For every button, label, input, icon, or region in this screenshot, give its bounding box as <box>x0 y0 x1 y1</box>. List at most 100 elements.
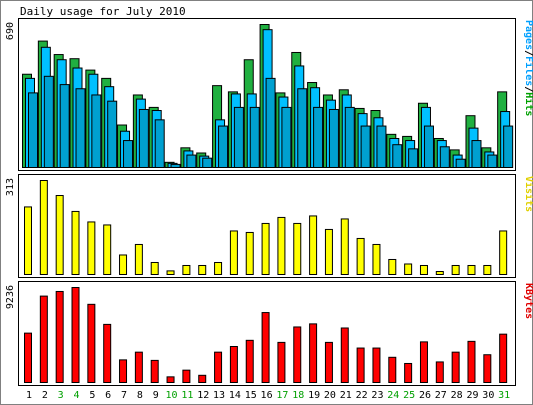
bar-traffic-pages-day-22 <box>360 125 371 169</box>
bar-visits-visits-day-18 <box>293 222 302 276</box>
y-max-label-visits: 313 <box>5 178 16 196</box>
x-tick-label-day-16: 16 <box>261 390 273 401</box>
bar-visits-visits-day-12 <box>198 264 207 276</box>
series-label-part-traffic-3: / <box>523 86 533 92</box>
bar-traffic-pages-day-2 <box>43 75 54 168</box>
bar-kbytes-kbytes-day-25 <box>404 362 413 383</box>
x-tick-label-day-13: 13 <box>213 390 225 401</box>
bar-kbytes-kbytes-day-5 <box>87 303 96 384</box>
x-tick-label-day-23: 23 <box>371 390 383 401</box>
bar-kbytes-kbytes-day-7 <box>119 359 128 383</box>
bar-visits-visits-day-31 <box>499 230 508 275</box>
x-tick-label-day-26: 26 <box>419 390 431 401</box>
bar-traffic-pages-day-6 <box>107 100 118 168</box>
bar-traffic-pages-day-31 <box>503 125 514 169</box>
bar-traffic-pages-day-21 <box>344 106 355 168</box>
bar-traffic-pages-day-29 <box>471 140 482 168</box>
bar-visits-visits-day-23 <box>372 243 381 275</box>
panel-traffic: 690 Pages/Files/Hits <box>5 18 533 171</box>
bar-traffic-pages-day-15 <box>249 106 260 168</box>
bar-visits-visits-day-21 <box>340 218 349 275</box>
x-tick-label-day-30: 30 <box>482 390 494 401</box>
x-tick-label-day-2: 2 <box>42 390 48 401</box>
bar-visits-visits-day-6 <box>103 224 112 275</box>
bar-visits-visits-day-10 <box>166 270 175 276</box>
bar-traffic-pages-day-18 <box>297 88 308 168</box>
bar-visits-visits-day-15 <box>245 231 254 276</box>
series-label-part-traffic-2: Files <box>523 56 533 86</box>
bar-traffic-pages-day-8 <box>138 108 149 168</box>
bar-kbytes-kbytes-day-12 <box>198 374 207 384</box>
x-tick-label-day-12: 12 <box>197 390 209 401</box>
x-tick-label-day-18: 18 <box>292 390 304 401</box>
x-tick-label-day-14: 14 <box>229 390 241 401</box>
x-tick-label-day-6: 6 <box>105 390 111 401</box>
bar-visits-visits-day-8 <box>134 243 143 275</box>
bar-visits-visits-day-19 <box>309 215 318 275</box>
bar-kbytes-kbytes-day-22 <box>356 347 365 384</box>
bar-kbytes-kbytes-day-21 <box>340 327 349 383</box>
series-label-part-kbytes-0: KBytes <box>523 283 533 319</box>
bar-kbytes-kbytes-day-4 <box>71 287 80 383</box>
bar-traffic-pages-day-4 <box>75 88 86 168</box>
bar-visits-visits-day-26 <box>419 264 428 276</box>
series-label-kbytes: KBytes <box>523 283 533 319</box>
bar-kbytes-kbytes-day-27 <box>435 361 444 383</box>
bar-visits-visits-day-16 <box>261 222 270 276</box>
series-label-traffic: Pages/Files/Hits <box>523 20 533 116</box>
bar-visits-visits-day-24 <box>388 258 397 276</box>
bar-traffic-pages-day-23 <box>376 125 387 169</box>
x-tick-label-day-5: 5 <box>89 390 95 401</box>
x-tick-label-day-22: 22 <box>356 390 368 401</box>
bar-traffic-pages-day-16 <box>265 77 276 168</box>
bar-kbytes-kbytes-day-18 <box>293 326 302 384</box>
bar-visits-visits-day-14 <box>229 230 238 275</box>
series-label-part-traffic-0: Pages <box>523 20 533 50</box>
bar-visits-visits-day-1 <box>24 206 32 275</box>
bar-kbytes-kbytes-day-13 <box>214 351 223 383</box>
bar-kbytes-kbytes-day-23 <box>372 347 381 384</box>
bar-traffic-pages-day-14 <box>233 106 244 168</box>
bar-kbytes-kbytes-day-20 <box>324 341 333 383</box>
series-label-part-traffic-4: Hits <box>523 92 533 116</box>
bar-traffic-pages-day-19 <box>313 106 324 168</box>
bar-visits-visits-day-30 <box>483 264 492 276</box>
bar-visits-visits-day-25 <box>404 263 413 276</box>
x-tick-label-day-8: 8 <box>137 390 143 401</box>
x-tick-label-day-29: 29 <box>466 390 478 401</box>
bar-traffic-pages-day-25 <box>408 148 419 168</box>
panel-kbytes: 9236 KBytes <box>5 281 533 386</box>
bar-traffic-pages-day-11 <box>186 154 197 168</box>
x-tick-label-day-3: 3 <box>58 390 64 401</box>
x-tick-label-day-10: 10 <box>166 390 178 401</box>
x-tick-label-day-27: 27 <box>435 390 447 401</box>
bar-kbytes-kbytes-day-2 <box>39 295 48 384</box>
x-tick-label-day-15: 15 <box>245 390 257 401</box>
x-tick-label-day-9: 9 <box>153 390 159 401</box>
bar-kbytes-kbytes-day-30 <box>483 354 492 384</box>
panel-visits: 313 Visits <box>5 174 533 278</box>
series-label-part-visits-0: Visits <box>523 176 533 212</box>
bar-kbytes-kbytes-day-29 <box>467 340 476 384</box>
bar-kbytes-kbytes-day-6 <box>103 323 112 383</box>
bar-kbytes-kbytes-day-19 <box>309 323 318 384</box>
x-tick-label-day-20: 20 <box>324 390 336 401</box>
bar-visits-visits-day-7 <box>119 254 128 275</box>
chart-title: Daily usage for July 2010 <box>20 5 186 18</box>
bar-traffic-pages-day-12 <box>202 157 213 169</box>
bar-kbytes-kbytes-day-14 <box>229 345 238 384</box>
bar-traffic-pages-day-26 <box>423 125 434 169</box>
bar-visits-visits-day-17 <box>277 216 286 276</box>
bar-kbytes-kbytes-day-1 <box>24 332 32 384</box>
bar-kbytes-kbytes-day-31 <box>499 333 508 383</box>
x-tick-label-day-31: 31 <box>498 390 510 401</box>
bar-traffic-pages-day-20 <box>328 108 339 168</box>
bar-kbytes-kbytes-day-17 <box>277 341 286 383</box>
bar-kbytes-kbytes-day-3 <box>55 290 64 383</box>
bar-visits-visits-day-28 <box>451 264 460 276</box>
x-tick-label-day-25: 25 <box>403 390 415 401</box>
x-tick-label-day-11: 11 <box>181 390 193 401</box>
bar-visits-visits-day-20 <box>324 228 333 275</box>
bar-visits-visits-day-13 <box>214 261 223 275</box>
